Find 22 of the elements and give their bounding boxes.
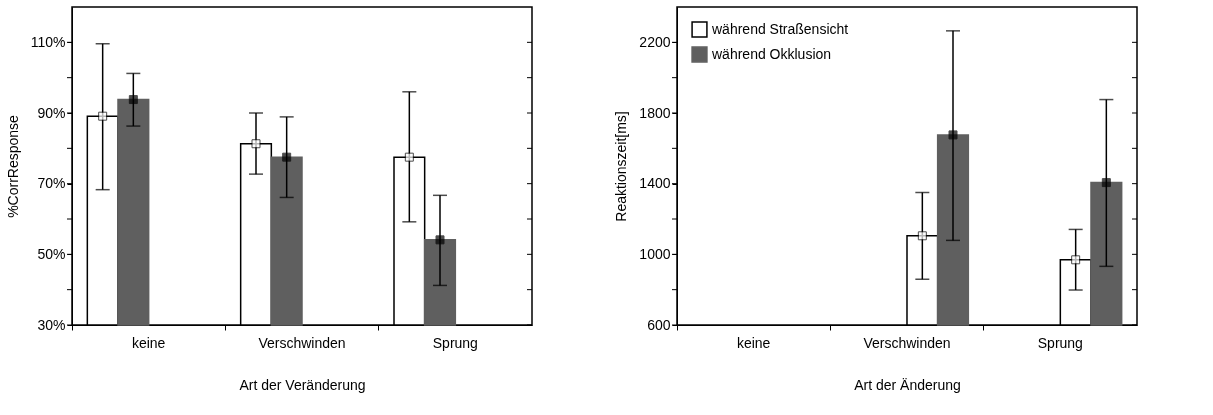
y-tick-label: 90% — [37, 104, 66, 121]
x-tick-label: Sprung — [432, 334, 478, 351]
x-axis-title: Art der Veränderung — [239, 376, 366, 393]
y-tick-label: 1000 — [639, 245, 671, 262]
x-tick-label: keine — [131, 334, 166, 351]
y-tick-label: 70% — [37, 175, 66, 192]
y-tick-label: 110% — [30, 33, 66, 50]
x-tick-label: Sprung — [1037, 334, 1083, 351]
y-axis-title: Reaktionszeit[ms] — [613, 111, 630, 222]
y-tick-label: 600 — [647, 316, 671, 333]
x-tick-label: Verschwinden — [258, 334, 346, 351]
y-tick-label: 1400 — [639, 175, 671, 192]
x-tick-label: Verschwinden — [863, 334, 951, 351]
legend-label: während Straßensicht — [711, 20, 849, 37]
legend-label: während Okklusion — [711, 45, 832, 62]
y-tick-label: 50% — [37, 245, 66, 262]
x-tick-label: keine — [736, 334, 771, 351]
y-tick-label: 1800 — [639, 104, 671, 121]
x-axis-title: Art der Änderung — [854, 376, 961, 393]
y-tick-label: 2200 — [639, 33, 671, 50]
y-tick-label: 30% — [37, 316, 66, 333]
y-axis-title: %CorrResponse — [4, 114, 21, 218]
